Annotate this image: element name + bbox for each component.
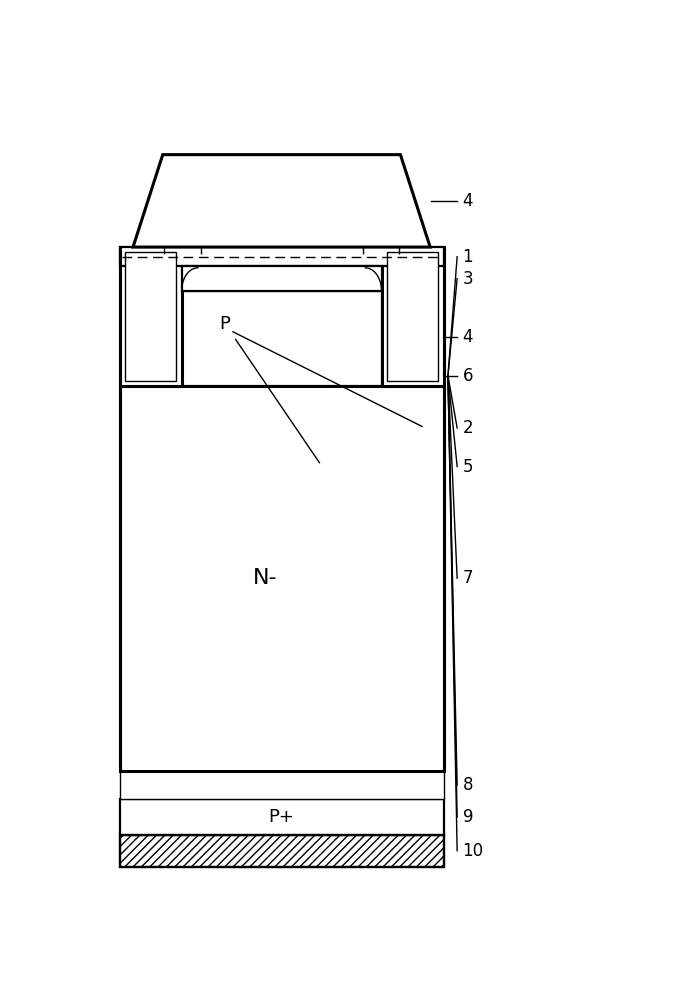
Bar [120,247,182,386]
Polygon shape [133,155,430,247]
Text: N-: N- [273,270,291,288]
Text: P+: P+ [268,808,295,826]
Bar [120,799,444,835]
Bar [125,252,176,381]
Text: 4: 4 [463,192,473,210]
Text: N-: N- [253,568,277,588]
Bar [182,291,381,386]
Bar [120,835,444,867]
Text: Gate: Gate [131,307,171,325]
Text: 6: 6 [463,367,473,385]
Bar [381,247,444,386]
Text: 3: 3 [463,270,473,288]
Bar [387,252,438,381]
Bar [120,247,444,266]
Text: Gate: Gate [259,191,305,210]
Text: P: P [220,315,230,333]
Text: N+: N+ [198,270,224,288]
Text: N+: N+ [339,270,365,288]
Bar [182,266,381,291]
Text: 7: 7 [463,569,473,587]
Bar [120,386,444,771]
Text: 10: 10 [463,842,484,860]
Text: Gate: Gate [392,307,432,325]
Text: 8: 8 [463,776,473,794]
Text: 9: 9 [463,808,473,826]
Text: 2: 2 [463,419,473,437]
Bar [120,771,444,799]
Text: 1: 1 [463,248,473,266]
Text: 4: 4 [463,328,473,346]
Text: 5: 5 [463,458,473,476]
Bar [120,835,444,867]
